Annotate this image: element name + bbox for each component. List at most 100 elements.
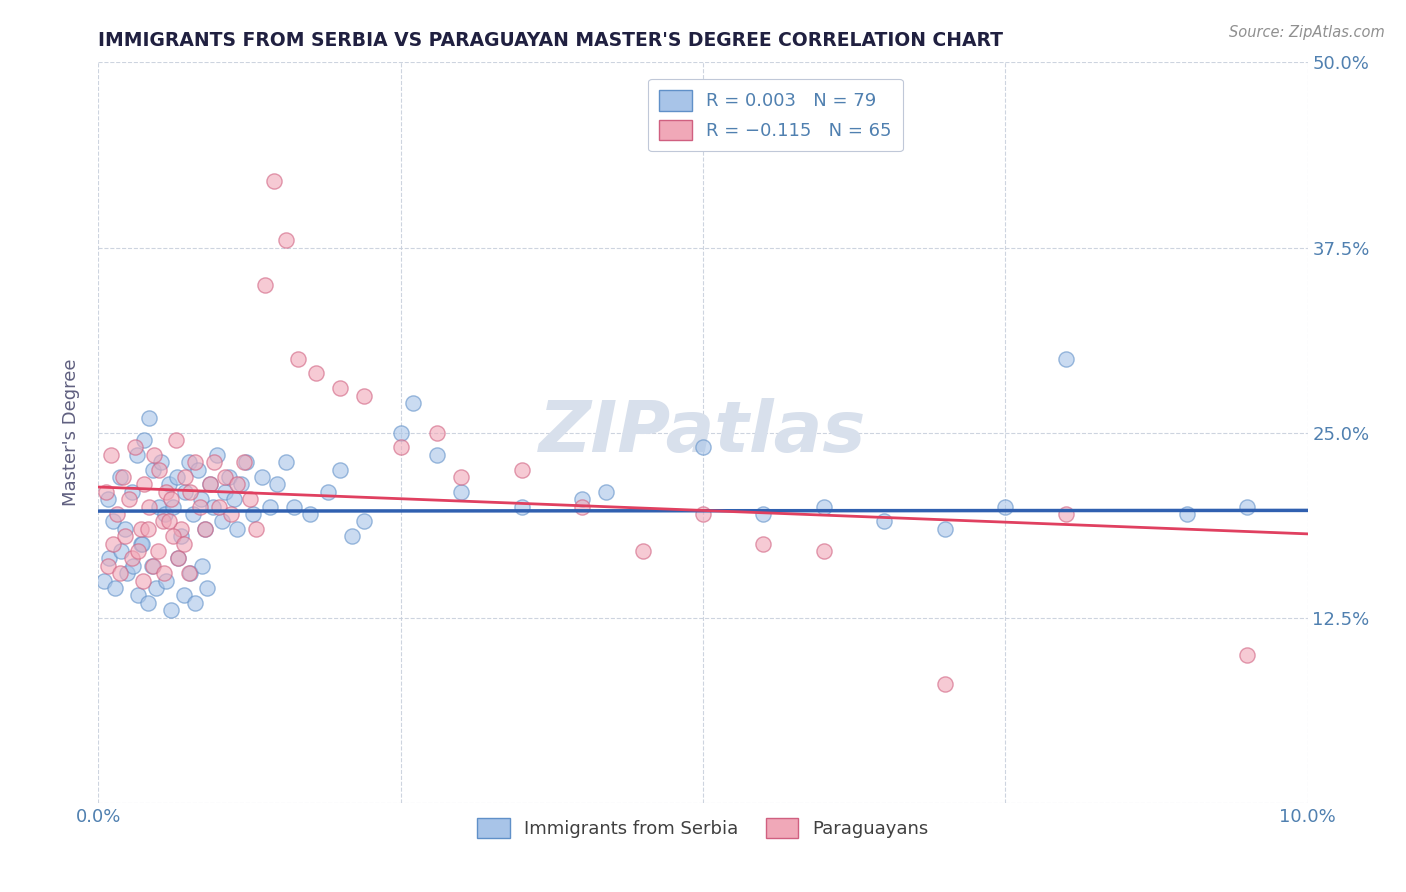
Point — [108, 470, 131, 484]
Point — [235, 455, 257, 469]
Point — [631, 544, 654, 558]
Point — [127, 544, 149, 558]
Point — [117, 566, 139, 581]
Point — [510, 500, 533, 514]
Text: Source: ZipAtlas.com: Source: ZipAtlas.com — [1229, 25, 1385, 40]
Point — [129, 522, 152, 536]
Point — [1175, 507, 1198, 521]
Point — [329, 381, 352, 395]
Point — [108, 566, 131, 581]
Point — [692, 441, 714, 455]
Point — [934, 522, 956, 536]
Point — [136, 522, 159, 536]
Point — [214, 470, 236, 484]
Point — [389, 425, 412, 440]
Point — [129, 536, 152, 550]
Point — [169, 529, 191, 543]
Point — [813, 544, 835, 558]
Y-axis label: Master's Degree: Master's Degree — [62, 359, 80, 507]
Point — [202, 500, 225, 514]
Point — [142, 558, 165, 573]
Point — [136, 596, 159, 610]
Point — [93, 574, 115, 588]
Point — [1236, 500, 1258, 514]
Point — [160, 492, 183, 507]
Point — [226, 522, 249, 536]
Point — [187, 462, 209, 476]
Point — [316, 484, 339, 499]
Text: IMMIGRANTS FROM SERBIA VS PARAGUAYAN MASTER'S DEGREE CORRELATION CHART: IMMIGRANTS FROM SERBIA VS PARAGUAYAN MAS… — [98, 30, 1004, 50]
Point — [105, 507, 128, 521]
Point — [155, 484, 177, 499]
Point — [100, 448, 122, 462]
Point — [179, 566, 201, 581]
Point — [110, 544, 132, 558]
Point — [179, 566, 201, 581]
Point — [101, 536, 124, 550]
Point — [111, 470, 134, 484]
Point — [101, 515, 124, 529]
Point — [194, 522, 217, 536]
Point — [208, 500, 231, 514]
Point — [510, 462, 533, 476]
Point — [752, 536, 775, 550]
Point — [122, 558, 145, 573]
Point — [127, 589, 149, 603]
Point — [181, 507, 204, 521]
Point — [222, 492, 245, 507]
Point — [245, 522, 267, 536]
Point — [173, 536, 195, 550]
Point — [114, 522, 136, 536]
Point — [242, 507, 264, 521]
Point — [174, 484, 197, 499]
Point — [274, 455, 297, 469]
Point — [205, 448, 228, 462]
Point — [266, 477, 288, 491]
Point — [389, 441, 412, 455]
Point — [121, 551, 143, 566]
Point — [157, 515, 180, 529]
Point — [450, 470, 472, 484]
Point — [146, 544, 169, 558]
Point — [229, 477, 252, 491]
Point — [342, 529, 364, 543]
Point — [98, 551, 121, 566]
Point — [329, 462, 352, 476]
Point — [190, 492, 212, 507]
Point — [153, 507, 176, 521]
Point — [141, 558, 163, 573]
Point — [157, 477, 180, 491]
Point — [160, 603, 183, 617]
Point — [118, 492, 141, 507]
Point — [934, 677, 956, 691]
Point — [305, 367, 328, 381]
Point — [179, 484, 201, 499]
Point — [114, 529, 136, 543]
Point — [283, 500, 305, 514]
Point — [155, 574, 177, 588]
Point — [211, 515, 233, 529]
Point — [152, 566, 174, 581]
Point — [148, 500, 170, 514]
Point — [221, 507, 243, 521]
Point — [239, 492, 262, 507]
Point — [162, 500, 184, 514]
Point — [145, 581, 167, 595]
Point — [254, 277, 277, 292]
Point — [162, 529, 184, 543]
Point — [97, 492, 120, 507]
Point — [250, 470, 273, 484]
Point — [198, 477, 221, 491]
Point — [169, 522, 191, 536]
Point — [752, 507, 775, 521]
Point — [450, 484, 472, 499]
Point — [143, 448, 166, 462]
Point — [263, 174, 285, 188]
Point — [994, 500, 1017, 514]
Point — [204, 455, 226, 469]
Point — [232, 455, 254, 469]
Point — [165, 433, 187, 447]
Point — [142, 462, 165, 476]
Point — [402, 396, 425, 410]
Point — [214, 484, 236, 499]
